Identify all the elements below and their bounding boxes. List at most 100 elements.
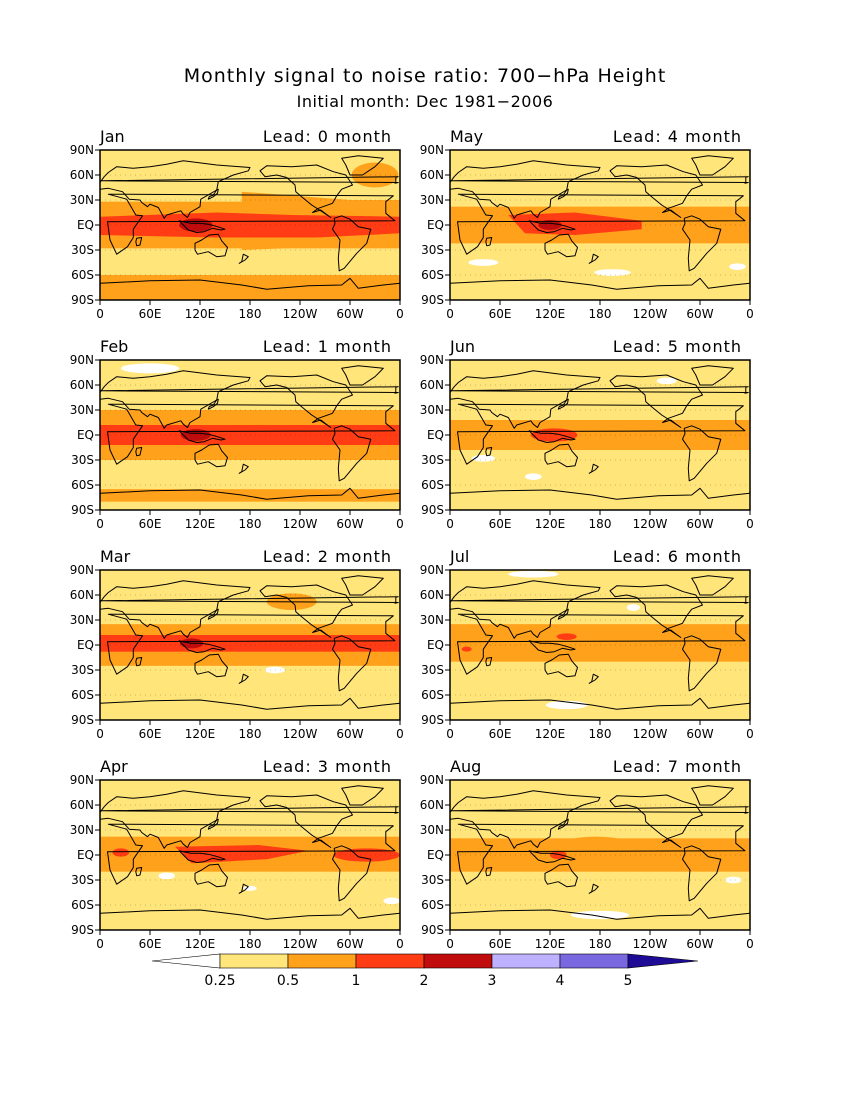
colorbar-label: 2 bbox=[420, 973, 429, 989]
shade-white-patch bbox=[656, 377, 677, 385]
lat-tick-label: 60N bbox=[70, 588, 94, 602]
shade-pacific-orange bbox=[558, 836, 634, 857]
lon-tick-label: 60E bbox=[489, 937, 512, 951]
lat-tick-label: 30N bbox=[420, 823, 444, 837]
lon-tick-label: 120E bbox=[535, 307, 566, 321]
lon-tick-label: 120E bbox=[185, 517, 216, 531]
lon-tick-label: 180 bbox=[589, 307, 612, 321]
eurasia-outline bbox=[450, 160, 601, 219]
lon-tick-label: 120W bbox=[633, 307, 668, 321]
lat-tick-label: 90S bbox=[71, 713, 94, 727]
lon-tick-label: 0 bbox=[746, 307, 754, 321]
colorbar-label: 4 bbox=[556, 973, 565, 989]
shading-field bbox=[450, 150, 750, 300]
lat-tick-label: 90N bbox=[420, 773, 444, 787]
shading-field bbox=[450, 360, 750, 510]
lat-tick-label: 60N bbox=[70, 378, 94, 392]
lon-tick-label: 180 bbox=[589, 727, 612, 741]
coastlines bbox=[100, 155, 400, 300]
britain-outline bbox=[450, 596, 749, 604]
lon-tick-label: 120E bbox=[185, 937, 216, 951]
panel-lead: Lead: 7 month bbox=[613, 757, 742, 776]
lon-tick-label: 120W bbox=[633, 517, 668, 531]
figure-subtitle: Initial month: Dec 1981−2006 bbox=[297, 92, 554, 111]
lon-tick-label: 60W bbox=[336, 517, 363, 531]
shade-antarctic-orange bbox=[100, 275, 400, 300]
figure-title: Monthly signal to noise ratio: 700−hPa H… bbox=[184, 65, 667, 87]
lon-tick-label: 180 bbox=[239, 727, 262, 741]
panel-lead: Lead: 2 month bbox=[263, 547, 392, 566]
coastlines bbox=[100, 365, 400, 510]
north-america-outline bbox=[259, 374, 353, 428]
lat-tick-label: 90S bbox=[71, 293, 94, 307]
indonesia-outline bbox=[178, 430, 226, 443]
new-zealand-outline bbox=[588, 253, 599, 264]
shade-white-patch bbox=[383, 897, 400, 905]
shade-white-patch bbox=[570, 910, 630, 920]
lon-tick-label: 0 bbox=[96, 727, 104, 741]
lat-tick-label: 90N bbox=[70, 353, 94, 367]
britain-outline bbox=[100, 386, 399, 394]
north-america-outline bbox=[609, 794, 703, 848]
lon-tick-label: 0 bbox=[746, 727, 754, 741]
lat-tick-label: 30S bbox=[421, 873, 444, 887]
panel-lead: Lead: 6 month bbox=[613, 547, 742, 566]
lon-tick-label: 180 bbox=[239, 937, 262, 951]
africa-outline bbox=[107, 823, 396, 885]
lat-tick-label: 90S bbox=[71, 923, 94, 937]
indonesia-outline bbox=[178, 850, 226, 863]
colorbar-box bbox=[559, 953, 629, 969]
lat-tick-label: 90S bbox=[421, 503, 444, 517]
lat-tick-label: 90S bbox=[421, 293, 444, 307]
new-zealand-outline bbox=[238, 673, 249, 684]
lon-tick-label: 180 bbox=[589, 937, 612, 951]
lat-tick-label: 60N bbox=[420, 378, 444, 392]
africa-outline bbox=[457, 823, 746, 885]
africa-outline bbox=[107, 403, 396, 465]
greenland-outline bbox=[341, 155, 384, 176]
australia-outline bbox=[194, 653, 228, 678]
lat-tick-label: 30N bbox=[420, 193, 444, 207]
lon-tick-label: 0 bbox=[396, 307, 404, 321]
lon-tick-label: 120E bbox=[185, 307, 216, 321]
lon-tick-label: 0 bbox=[96, 517, 104, 531]
antarctica-outline bbox=[100, 697, 400, 720]
lat-tick-label: 90S bbox=[71, 503, 94, 517]
lat-tick-label: 60N bbox=[420, 168, 444, 182]
lat-tick-label: 60S bbox=[71, 688, 94, 702]
australia-outline bbox=[194, 443, 228, 468]
shade-white-patch bbox=[594, 269, 631, 276]
panel-lead: Lead: 3 month bbox=[263, 757, 392, 776]
colorbar-arrow-high bbox=[627, 953, 699, 969]
britain-outline bbox=[100, 176, 399, 184]
lat-tick-label: 30N bbox=[70, 193, 94, 207]
panel-lead: Lead: 1 month bbox=[263, 337, 392, 356]
lat-tick-label: 90N bbox=[420, 563, 444, 577]
australia-outline bbox=[544, 233, 578, 258]
greenland-outline bbox=[341, 785, 384, 806]
japan-outline bbox=[557, 608, 569, 620]
lat-tick-label: 30S bbox=[71, 243, 94, 257]
lat-tick-label: EQ bbox=[427, 218, 444, 232]
antarctica-outline bbox=[450, 697, 750, 720]
panel-month: Feb bbox=[100, 337, 128, 356]
colorbar-arrow-low bbox=[151, 953, 221, 969]
lat-tick-label: EQ bbox=[427, 638, 444, 652]
greenland-outline bbox=[691, 785, 734, 806]
coastlines bbox=[450, 785, 750, 930]
lon-tick-label: 60W bbox=[336, 727, 363, 741]
shade-white-patch bbox=[626, 604, 640, 611]
lat-tick-label: EQ bbox=[77, 638, 94, 652]
indonesia-outline bbox=[178, 220, 226, 233]
panel-month: Jul bbox=[449, 547, 469, 566]
lon-tick-label: 0 bbox=[396, 727, 404, 741]
lat-tick-label: 90N bbox=[70, 773, 94, 787]
panel-lead: Lead: 4 month bbox=[613, 127, 742, 146]
south-america-outline bbox=[682, 635, 722, 692]
britain-outline bbox=[100, 596, 399, 604]
madagascar-outline bbox=[135, 867, 143, 877]
new-zealand-outline bbox=[238, 253, 249, 264]
south-america-outline bbox=[682, 845, 722, 902]
